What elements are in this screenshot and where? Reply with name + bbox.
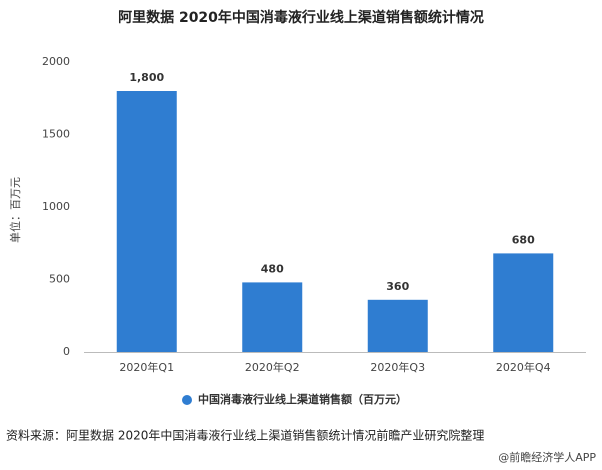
x-tick-label: 2020年Q3	[370, 360, 425, 374]
y-tick-label: 0	[63, 345, 70, 358]
bar	[116, 91, 177, 352]
bar	[367, 299, 428, 352]
y-tick-label: 1000	[42, 200, 70, 213]
y-axis-label: 单位：百万元	[8, 177, 22, 243]
x-tick-label: 2020年Q4	[496, 360, 551, 374]
bar	[493, 253, 554, 352]
chart-title: 阿里数据 2020年中国消毒液行业线上渠道销售额统计情况	[118, 9, 484, 26]
value-label: 480	[261, 262, 284, 275]
bar	[242, 282, 303, 352]
legend-label: 中国消毒液行业线上渠道销售额（百万元）	[198, 392, 407, 406]
value-label: 360	[386, 280, 409, 293]
x-tick-label: 2020年Q2	[245, 360, 300, 374]
y-tick-label: 500	[49, 273, 70, 286]
source: 资料来源：阿里数据 2020年中国消毒液行业线上渠道销售额统计情况前瞻产业研究院…	[6, 428, 484, 443]
legend-marker	[182, 395, 192, 405]
y-tick-label: 2000	[42, 55, 70, 68]
credit: @前瞻经济学人APP	[498, 450, 596, 464]
y-tick-label: 1500	[42, 128, 70, 141]
value-label: 1,800	[129, 71, 164, 84]
x-tick-label: 2020年Q1	[119, 360, 174, 374]
value-label: 680	[512, 233, 535, 246]
